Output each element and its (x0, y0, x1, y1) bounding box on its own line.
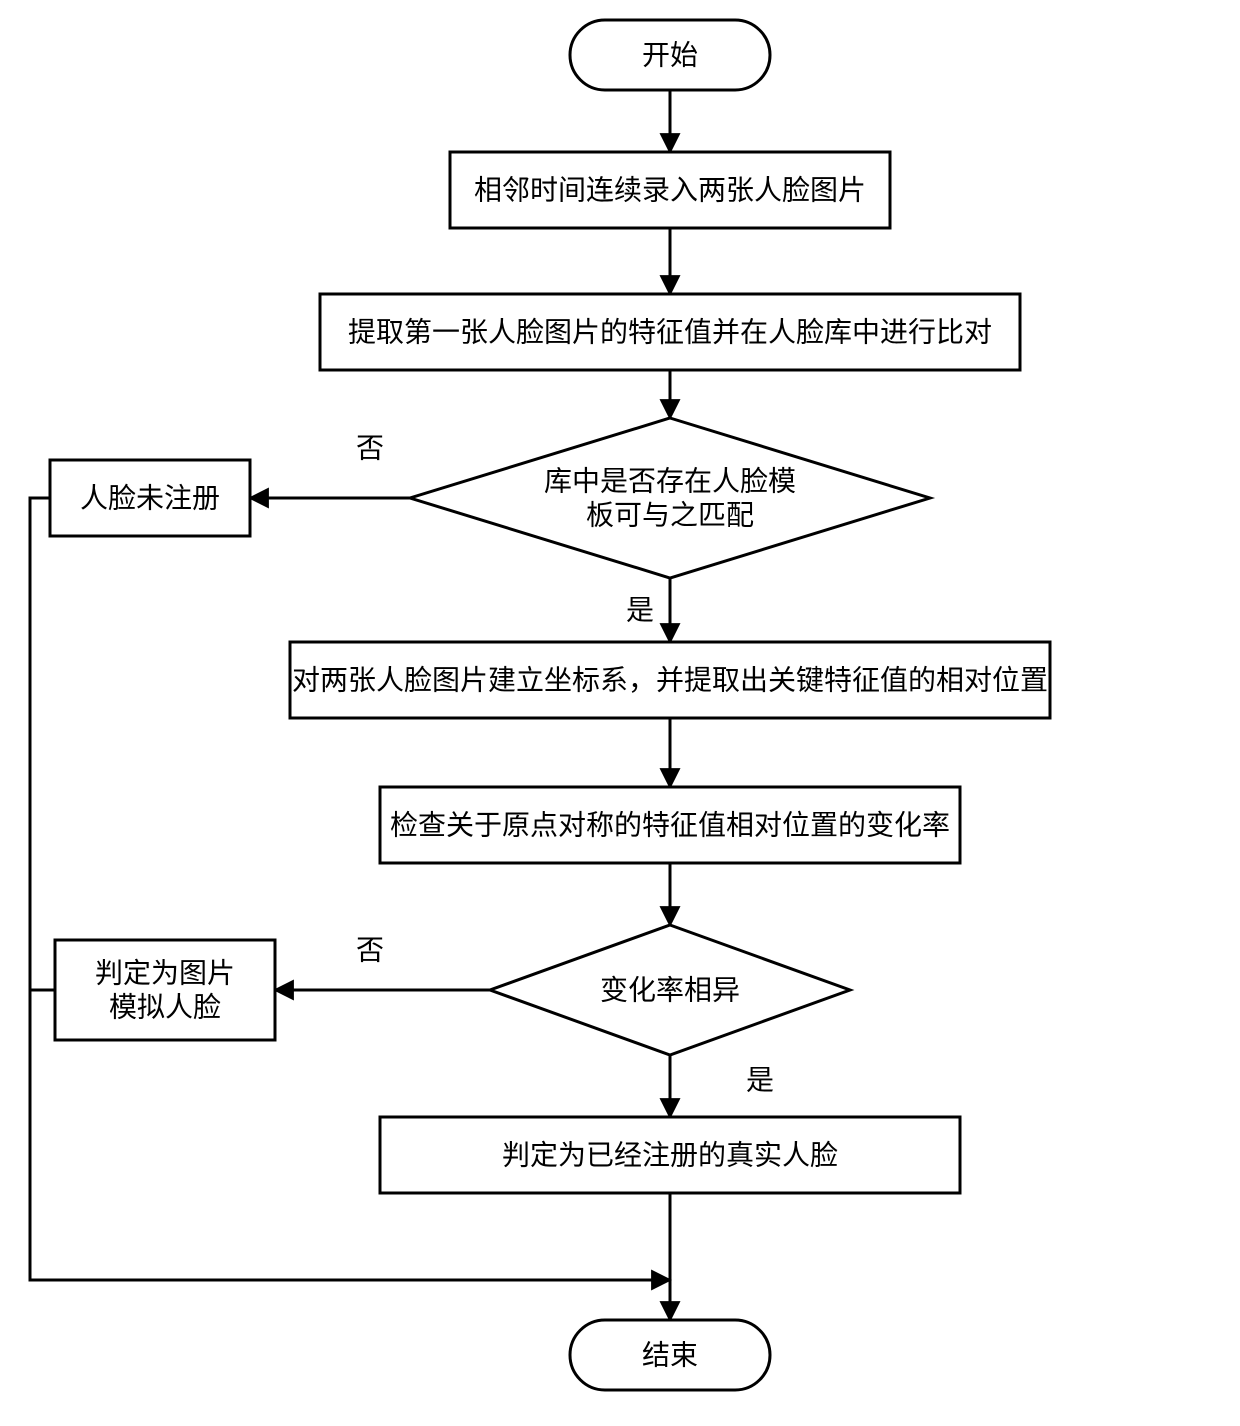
node-sim: 判定为图片模拟人脸 (55, 940, 275, 1040)
edge-label: 是 (746, 1065, 774, 1096)
node-label: 判定为图片 (95, 958, 235, 989)
node-label: 对两张人脸图片建立坐标系，并提取出关键特征值的相对位置 (292, 665, 1048, 696)
node-label: 板可与之匹配 (586, 499, 754, 530)
node-label: 模拟人脸 (109, 991, 221, 1022)
node-step2: 提取第一张人脸图片的特征值并在人脸库中进行比对 (320, 294, 1020, 370)
node-unreg: 人脸未注册 (50, 460, 250, 536)
node-label: 变化率相异 (600, 975, 740, 1006)
edge-label: 是 (626, 595, 654, 626)
node-label: 库中是否存在人脸模 (544, 466, 796, 497)
node-label: 人脸未注册 (80, 483, 220, 514)
edge-label: 否 (356, 433, 384, 464)
node-step5: 判定为已经注册的真实人脸 (380, 1117, 960, 1193)
node-step4: 检查关于原点对称的特征值相对位置的变化率 (380, 787, 960, 863)
node-label: 相邻时间连续录入两张人脸图片 (474, 175, 866, 206)
edge-label: 否 (356, 935, 384, 966)
node-dec1: 库中是否存在人脸模板可与之匹配 (410, 418, 930, 578)
node-label: 判定为已经注册的真实人脸 (502, 1140, 838, 1171)
edge (30, 990, 55, 1280)
node-start: 开始 (570, 20, 770, 90)
node-label: 检查关于原点对称的特征值相对位置的变化率 (390, 810, 950, 841)
node-step3: 对两张人脸图片建立坐标系，并提取出关键特征值的相对位置 (290, 642, 1050, 718)
node-step1: 相邻时间连续录入两张人脸图片 (450, 152, 890, 228)
node-label: 结束 (642, 1340, 698, 1371)
node-dec2: 变化率相异 (490, 925, 850, 1055)
node-label: 开始 (642, 40, 698, 71)
node-label: 提取第一张人脸图片的特征值并在人脸库中进行比对 (348, 317, 992, 348)
node-end: 结束 (570, 1320, 770, 1390)
